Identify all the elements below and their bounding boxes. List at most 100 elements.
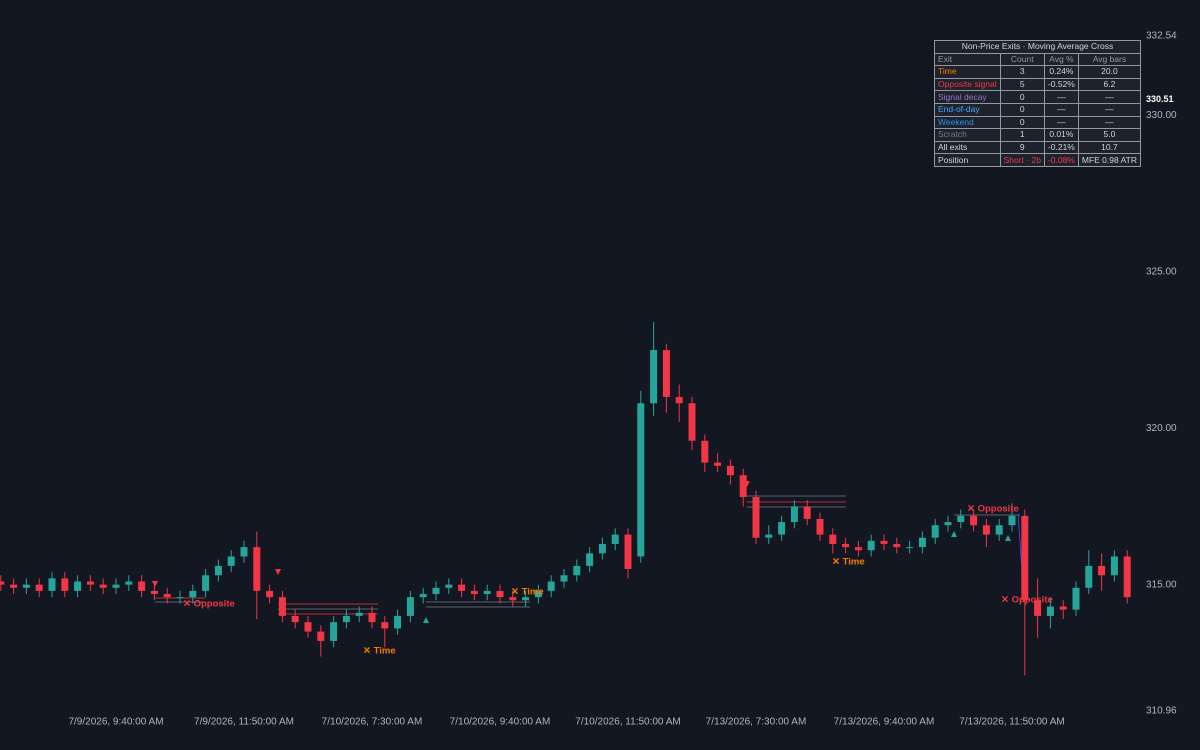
candle-body bbox=[445, 584, 453, 588]
candle-body bbox=[970, 515, 978, 526]
table-cell: 0.24% bbox=[1043, 65, 1079, 79]
y-tick-label: 315.00 bbox=[1146, 579, 1177, 590]
candle-body bbox=[662, 350, 670, 397]
table-cell: 0 bbox=[999, 115, 1045, 130]
candle-body bbox=[112, 584, 120, 588]
candle-body bbox=[86, 581, 94, 585]
candle-body bbox=[880, 540, 888, 544]
candle-body bbox=[355, 612, 363, 616]
candle-body bbox=[522, 597, 530, 601]
y-tick-label: 320.00 bbox=[1146, 423, 1177, 434]
table-cell: — bbox=[1077, 90, 1141, 104]
candle-body bbox=[240, 547, 248, 557]
candle-body bbox=[829, 534, 837, 544]
table-cell: Scratch bbox=[934, 128, 1001, 142]
candle-body bbox=[0, 581, 5, 585]
candles bbox=[0, 321, 1131, 676]
candle-body bbox=[765, 534, 773, 538]
candle-body bbox=[918, 537, 926, 548]
candle-body bbox=[317, 631, 325, 641]
candle-body bbox=[432, 587, 440, 595]
candle-body bbox=[125, 581, 133, 585]
x-tick-label: 7/13/2026, 9:40:00 AM bbox=[834, 717, 935, 728]
candle-body bbox=[1008, 515, 1016, 526]
candle-body bbox=[598, 543, 606, 554]
table-cell: 0 bbox=[999, 90, 1045, 104]
candle-body bbox=[790, 506, 798, 523]
candle-body bbox=[22, 584, 30, 588]
candle-body bbox=[1059, 606, 1067, 610]
column-header: Exit bbox=[934, 52, 1001, 67]
x-tick-label: 7/10/2026, 9:40:00 AM bbox=[450, 717, 551, 728]
candle-body bbox=[214, 565, 222, 576]
y-tick-label: 325.00 bbox=[1146, 266, 1177, 277]
table-cell: — bbox=[1077, 115, 1141, 130]
candle-body bbox=[1110, 556, 1118, 576]
table-cell: Signal decay bbox=[934, 90, 1001, 104]
short-marker bbox=[275, 569, 281, 575]
table-title-row: Non-Price Exits · Moving Average Cross bbox=[934, 40, 1141, 54]
table-cell: All exits bbox=[934, 140, 1001, 155]
table-cell: — bbox=[1043, 115, 1079, 130]
candle-body bbox=[854, 547, 862, 551]
candle-body bbox=[560, 575, 568, 582]
candle-body bbox=[202, 575, 210, 591]
table-cell: — bbox=[1043, 102, 1079, 117]
y-tick-label: 330.00 bbox=[1146, 110, 1177, 121]
candle-body bbox=[342, 615, 350, 623]
candle-body bbox=[995, 525, 1003, 535]
table-cell: 5.0 bbox=[1077, 128, 1141, 142]
x-tick-label: 7/13/2026, 11:50:00 AM bbox=[959, 717, 1064, 728]
candle-body bbox=[752, 497, 760, 538]
long-marker bbox=[423, 617, 429, 623]
x-tick-label: 7/10/2026, 7:30:00 AM bbox=[322, 717, 423, 728]
table-cell: — bbox=[1043, 90, 1079, 104]
candle-body bbox=[394, 615, 402, 629]
candle-body bbox=[35, 584, 43, 591]
candle-body bbox=[176, 597, 184, 599]
long-marker bbox=[951, 531, 957, 537]
candle-body bbox=[1123, 556, 1131, 598]
table-cell: MFE 0.98 ATR bbox=[1077, 153, 1141, 167]
candle-body bbox=[1085, 565, 1093, 588]
table-cell: -0.08% bbox=[1043, 153, 1079, 167]
exit-annotation: ✕ Time bbox=[832, 557, 865, 568]
candle-body bbox=[291, 615, 299, 623]
table-header-row: Exit Count Avg % Avg bars bbox=[934, 52, 1141, 67]
candle-body bbox=[1021, 515, 1029, 601]
table-row: Weekend 0— — bbox=[934, 115, 1141, 130]
x-tick-label: 7/13/2026, 7:30:00 AM bbox=[706, 717, 807, 728]
candle-body bbox=[816, 518, 824, 535]
candle-body bbox=[573, 565, 581, 576]
exit-annotation: ✕ Time bbox=[363, 646, 396, 657]
exit-annotation: ✕ Opposite bbox=[1001, 595, 1053, 606]
candle-body bbox=[637, 403, 645, 557]
candle-body bbox=[406, 597, 414, 616]
candle-body bbox=[714, 462, 722, 466]
candle-body bbox=[381, 622, 389, 629]
candle-body bbox=[99, 584, 107, 588]
candle-body bbox=[957, 515, 965, 523]
table-cell: 0.01% bbox=[1043, 128, 1079, 142]
candle-body bbox=[304, 622, 312, 632]
candle-body bbox=[534, 590, 542, 598]
last-price-label: 330.51 bbox=[1146, 94, 1174, 104]
candle-body bbox=[74, 581, 82, 591]
column-header: Avg % bbox=[1043, 52, 1079, 67]
candle-body bbox=[701, 440, 709, 463]
table-row: Opposite signal 5 -0.52% 6.2 bbox=[934, 77, 1141, 92]
table-title: Non-Price Exits · Moving Average Cross bbox=[934, 40, 1141, 54]
candle-body bbox=[266, 590, 274, 598]
exit-stats-table: Non-Price Exits · Moving Average Cross Ex… bbox=[934, 40, 1141, 167]
candle-body bbox=[150, 590, 158, 595]
x-tick-label: 7/9/2026, 9:40:00 AM bbox=[68, 717, 163, 728]
candle-body bbox=[278, 597, 286, 616]
candle-body bbox=[189, 590, 197, 598]
candle-body bbox=[48, 578, 56, 591]
candle-body bbox=[726, 465, 734, 476]
candle-body bbox=[227, 556, 235, 566]
signal-markers bbox=[152, 481, 1011, 623]
exit-annotation: ✕ Time bbox=[511, 587, 544, 598]
table-cell: Weekend bbox=[934, 115, 1001, 130]
